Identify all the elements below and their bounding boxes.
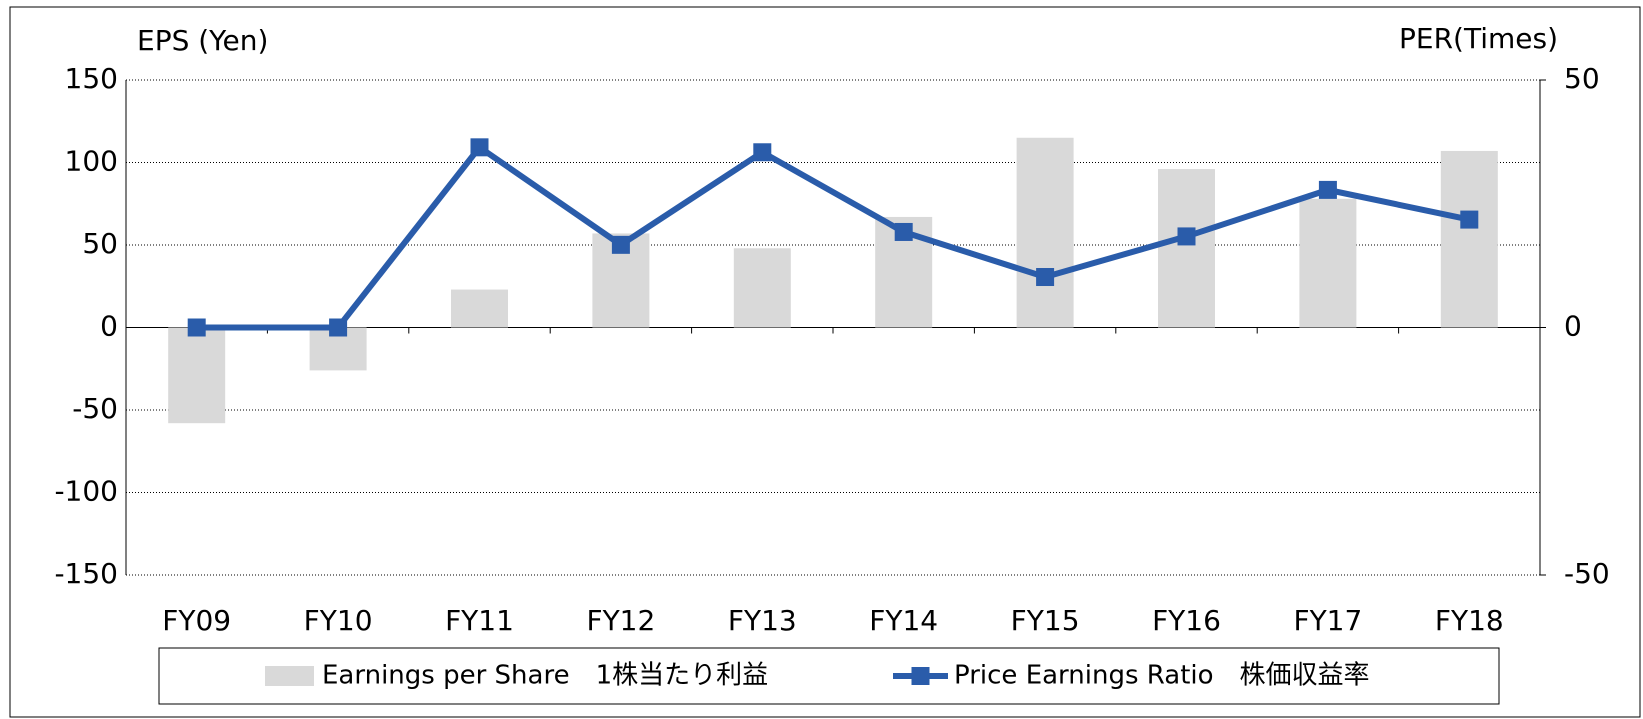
- bar: [1299, 198, 1357, 328]
- line-marker: [1318, 180, 1337, 199]
- x-tick-label: FY13: [728, 604, 797, 637]
- line-marker: [894, 222, 913, 241]
- bar: [1016, 137, 1074, 328]
- y2-tick-label: 50: [1564, 62, 1600, 95]
- legend-swatch-marker: [911, 667, 930, 685]
- legend-label: Price Earnings Ratio 株価収益率: [954, 661, 1370, 691]
- line: [196, 143, 1470, 331]
- line-marker: [1460, 210, 1479, 229]
- line-marker: [611, 235, 630, 254]
- legend-box: [158, 647, 1500, 705]
- line-marker: [1177, 227, 1196, 246]
- line-marker: [470, 138, 489, 157]
- x-tick-label: FY10: [304, 604, 373, 637]
- y-axis-label: EPS (Yen): [137, 24, 268, 57]
- y2-tick-label: 0: [1564, 310, 1582, 343]
- bar: [1440, 150, 1498, 328]
- legend-label: Earnings per Share 1株当たり利益: [322, 661, 768, 691]
- y2-tick-label: -50: [1564, 557, 1610, 590]
- bar: [168, 327, 226, 424]
- x-tick-label: FY12: [586, 604, 655, 637]
- y-tick-label: -100: [54, 475, 118, 508]
- bar: [733, 248, 791, 328]
- y-tick-label: 150: [65, 62, 118, 95]
- legend-swatch: [265, 666, 314, 686]
- y2-axis-label: PER(Times): [1399, 22, 1558, 55]
- x-tick-label: FY14: [869, 604, 938, 637]
- bar: [1158, 169, 1215, 328]
- x-tick-label: FY15: [1011, 604, 1080, 637]
- x-tick-label: FY11: [445, 604, 514, 637]
- line-marker: [1036, 268, 1055, 287]
- line-marker: [753, 143, 772, 162]
- y-tick-label: -50: [72, 392, 118, 425]
- line-marker: [187, 318, 206, 337]
- bar: [451, 289, 508, 328]
- y-tick-label: 50: [82, 227, 118, 260]
- y-tick-label: 100: [65, 145, 118, 178]
- x-tick-label: FY18: [1435, 604, 1504, 637]
- chart-frame: [9, 6, 1641, 718]
- x-tick-label: FY09: [162, 604, 231, 637]
- y-tick-label: -150: [54, 557, 118, 590]
- x-tick-label: FY16: [1152, 604, 1221, 637]
- y-tick-label: 0: [100, 310, 118, 343]
- x-tick-label: FY17: [1293, 604, 1362, 637]
- line-marker: [329, 318, 348, 337]
